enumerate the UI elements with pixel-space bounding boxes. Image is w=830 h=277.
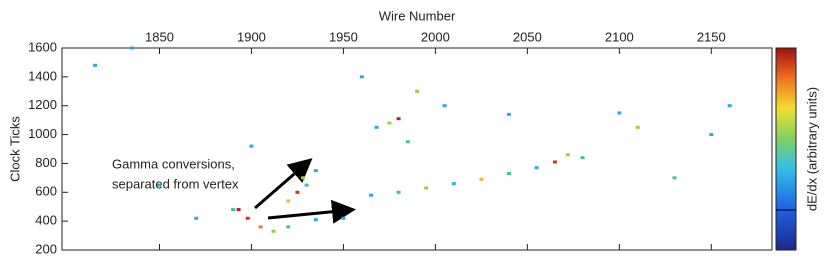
x-tick-label: 1850 <box>145 29 174 44</box>
hit <box>442 104 447 108</box>
hit <box>93 63 98 67</box>
annotation: separated from vertex <box>112 176 239 191</box>
hit <box>129 46 134 50</box>
hit <box>709 133 714 137</box>
x-tick-label: 2000 <box>421 29 450 44</box>
hit <box>534 166 539 170</box>
annotation: Gamma conversions, <box>112 156 235 171</box>
x-tick-label: 2150 <box>697 29 726 44</box>
hit <box>359 75 364 79</box>
x-tick-label: 1950 <box>329 29 358 44</box>
hit <box>286 199 291 203</box>
arrow <box>254 158 313 210</box>
hit <box>565 153 570 157</box>
y-tick-label: 1200 <box>28 97 57 112</box>
hit <box>369 193 374 197</box>
x-tick-label: 2100 <box>605 29 634 44</box>
y-tick-label: 800 <box>35 155 57 170</box>
hit <box>236 208 241 212</box>
hit <box>374 125 379 129</box>
hit <box>341 216 346 220</box>
hit <box>245 216 250 220</box>
hit <box>258 225 263 229</box>
hit <box>479 177 484 181</box>
hit <box>396 190 401 194</box>
hit <box>271 229 276 233</box>
hit <box>451 182 456 186</box>
hit <box>617 111 622 115</box>
y-tick-label: 1400 <box>28 68 57 83</box>
hit <box>635 125 640 129</box>
hit <box>506 172 511 176</box>
hit <box>295 190 300 194</box>
hit <box>552 160 557 164</box>
plot-frame <box>61 47 773 251</box>
hit <box>387 121 392 125</box>
x-axis-title: Wire Number <box>379 8 456 23</box>
hit <box>313 218 318 222</box>
hit <box>672 176 677 180</box>
y-tick-label: 200 <box>35 241 57 256</box>
hit <box>194 216 199 220</box>
y-tick-label: 400 <box>35 213 57 228</box>
hit <box>727 104 732 108</box>
hit <box>415 89 419 93</box>
colorbar <box>775 47 797 251</box>
hit <box>405 140 410 144</box>
x-tick-label: 2050 <box>513 29 542 44</box>
hit <box>506 112 511 116</box>
hit <box>396 117 401 121</box>
hit <box>580 156 585 160</box>
arrow <box>267 199 356 224</box>
x-tick-label: 1900 <box>237 29 266 44</box>
hit <box>300 176 305 180</box>
hit <box>424 186 429 190</box>
y-tick-label: 600 <box>35 184 57 199</box>
y-tick-label: 1000 <box>28 126 57 141</box>
hit <box>157 183 162 187</box>
hit <box>313 169 318 173</box>
y-tick-label: 1600 <box>28 39 57 54</box>
hit <box>286 225 291 229</box>
hit <box>231 208 236 212</box>
colorbar-label: dE/dx (arbitrary units) <box>804 87 819 211</box>
hit <box>249 144 254 148</box>
y-axis-title: Clock Ticks <box>7 116 22 182</box>
hit <box>304 183 309 187</box>
